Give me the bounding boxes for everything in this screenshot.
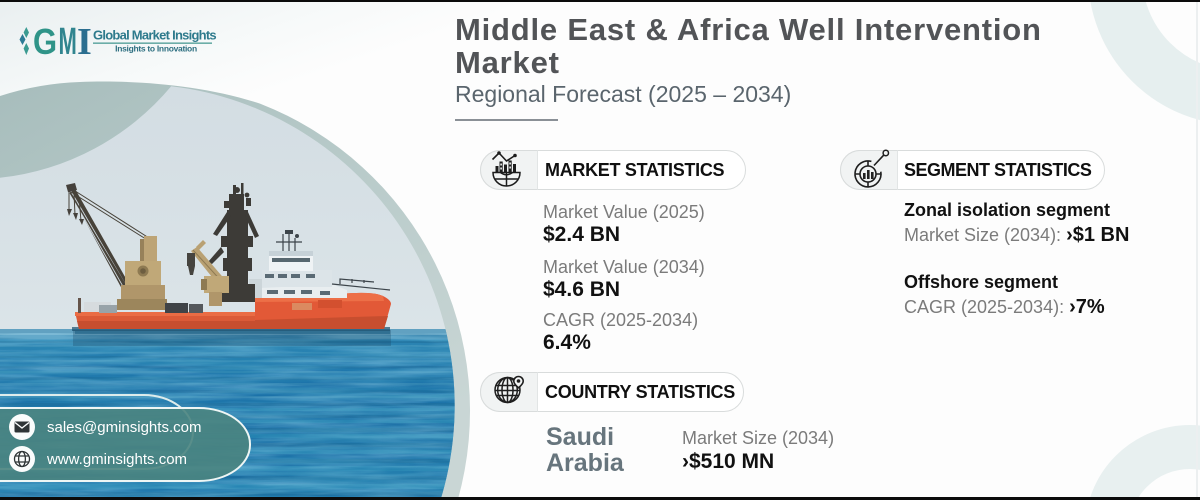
svg-text:M: M	[58, 20, 76, 63]
svg-text:I: I	[77, 21, 92, 63]
svg-text:Global Market Insights: Global Market Insights	[93, 28, 216, 43]
svg-text:Insights to Innovation: Insights to Innovation	[115, 44, 197, 54]
svg-text:G: G	[33, 23, 57, 63]
